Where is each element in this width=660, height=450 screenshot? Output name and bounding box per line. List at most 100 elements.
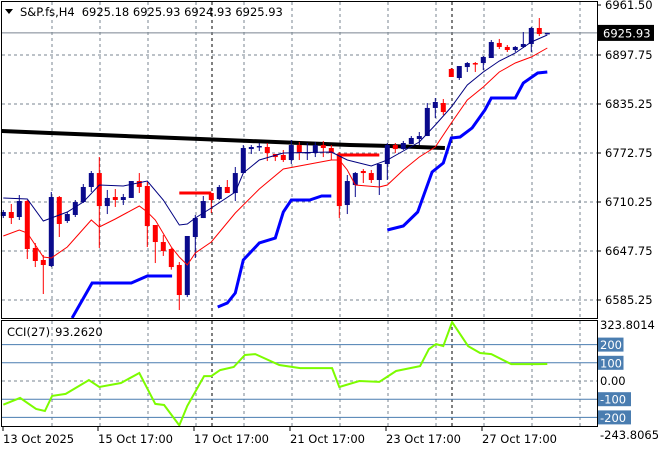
time-axis: 13 Oct 2025 15 Oct 17:00 17 Oct 17:00 21 Oc… [2,427,557,446]
candle-body [344,181,350,206]
candle-body [72,202,78,215]
time-tick-label: 23 Oct 17:00 [386,432,461,446]
candle-body [376,164,382,181]
candle-bearish [392,143,398,154]
price-tick-label: 6647.75 [605,244,653,258]
candle-bearish [280,149,286,162]
candle-body [416,136,422,140]
candle-body [352,173,358,186]
candle-body [24,201,30,250]
candle-bearish [336,152,342,219]
candle-bullish [400,140,406,150]
candle-bullish [528,26,534,52]
candle-body [176,264,182,296]
candle-bullish [544,32,550,35]
candle-body [456,66,462,79]
candle-bullish [256,143,262,152]
candle-body [216,186,222,199]
candle-bearish [8,204,14,224]
candle-body [440,103,446,113]
candle-body [536,27,542,35]
candle-bullish [184,235,190,298]
candle-bullish [232,166,238,202]
candle-bullish [88,170,94,193]
price-tick-label: 6961.50 [605,0,653,12]
candle-body [480,56,486,64]
candle-bullish [416,132,422,146]
candle-body [232,173,238,194]
candle-bullish [424,103,430,137]
candle-body [192,218,198,238]
candle-body [16,201,22,218]
candle-body [8,211,14,219]
cci-level-badge [598,410,631,425]
current-price-label: 6925.93 [603,26,651,40]
candle-bullish [512,46,518,52]
candle-bearish [112,189,118,207]
candle-body [512,46,518,51]
candle-body [104,197,110,207]
candle-bullish [344,174,350,215]
candle-bullish [520,31,526,48]
candle-body [224,186,230,194]
candle-body [136,181,142,187]
cci-level-badge [598,337,624,352]
candle-body [384,145,390,165]
candle-body [40,259,46,265]
cci-line [2,319,548,428]
candle-body [88,173,94,187]
trailing-stop-line [217,194,332,309]
trailing-stop-line [386,70,548,232]
candle-body [112,197,118,201]
candle-body [256,145,262,148]
time-tick-label: 13 Oct 2025 [3,432,74,446]
candle-bearish [168,247,174,270]
candle-bearish [152,225,158,264]
candle-body [120,197,126,201]
candle-bullish [464,62,470,72]
candle-body [0,211,6,216]
candle-bearish [56,196,62,238]
candle-bearish [296,141,302,161]
cci-level-label: 200 [600,338,622,352]
indicator-overlays [1,70,548,319]
candle-body [96,173,102,207]
candle-body [432,102,438,108]
cci-panel-frame [1,320,598,427]
candle-body [128,181,134,198]
candle-body [424,107,430,137]
candle-bullish [72,200,78,218]
candle-bearish [536,18,542,36]
price-tick-label: 6835.25 [605,97,653,111]
candle-bullish [192,214,198,259]
candle-body [528,27,534,44]
candle-bearish [24,200,30,260]
cci-level-badge [598,355,624,370]
candle-bullish [64,211,70,223]
candle-bullish [200,196,206,219]
candle-body [328,148,334,154]
candle-body [336,155,342,207]
candle-bearish [504,45,510,52]
candle-body [152,225,158,243]
cci-min-label: -243.8065 [600,428,659,442]
candle-bearish [496,38,502,50]
candle-bullish [376,164,382,195]
collapse-triangle-icon[interactable] [5,9,13,14]
price-tick-label: 6772.75 [605,146,653,160]
candle-bearish [320,140,326,158]
candle-bearish [360,169,366,183]
candle-bearish [32,243,38,268]
candle-bullish [384,143,390,181]
long-moving-average-line [1,129,445,150]
moving-averages [3,34,548,266]
cci-max-label: 323.8014 [600,318,655,332]
candle-bullish [248,145,254,154]
candle-body [248,147,254,150]
cci-level-badge [598,392,631,407]
candle-body [240,148,246,174]
ohlc-readout: 6925.18 6925.93 6924.93 6925.93 [82,5,283,19]
cci-value: 93.2620 [55,325,103,339]
candle-bearish [160,234,166,256]
